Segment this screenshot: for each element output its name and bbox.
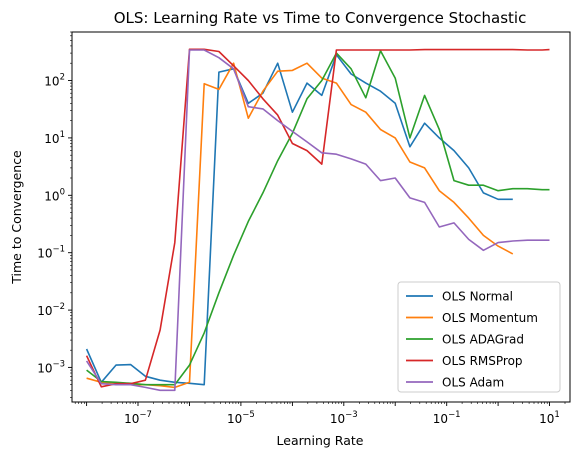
x-tick-label: 10−7: [124, 410, 152, 426]
plot-frame: [71, 31, 571, 403]
y-tick-label: 101: [44, 130, 65, 146]
plot-lines: [85, 48, 550, 392]
legend-box: [397, 281, 561, 393]
series-line-4: [85, 48, 550, 388]
legend-label: OLS Momentum: [442, 311, 538, 325]
legend: OLS Normal OLS Momentum OLS ADAGrad OLS RMS…: [397, 281, 561, 393]
series-line-3: [86, 49, 550, 386]
y-tick-label: 10−3: [37, 359, 65, 375]
x-tick-label: 10−5: [227, 410, 255, 426]
x-axis-label: Learning Rate: [277, 433, 364, 448]
legend-label: OLS Adam: [442, 376, 504, 390]
x-axis: 10−7 10−5 10−3 10−1 101: [74, 402, 566, 426]
series-line-2: [86, 62, 514, 389]
x-tick-label: 10−3: [330, 410, 358, 426]
legend-label: OLS RMSProp: [442, 354, 523, 368]
y-axis-label: Time to Convergence: [9, 150, 24, 285]
y-tick-label: 100: [44, 187, 65, 203]
y-axis: 10−3 10−2 10−1 100 101 102: [37, 31, 72, 398]
y-tick-label: 10−1: [37, 245, 65, 261]
y-tick-label: 10−2: [37, 302, 65, 318]
legend-label: OLS ADAGrad: [442, 333, 524, 347]
series-line-5: [85, 49, 550, 392]
chart-title: OLS: Learning Rate vs Time to Convergenc…: [114, 9, 527, 27]
x-tick-label: 10−1: [433, 410, 461, 426]
legend-label: OLS Normal: [442, 290, 513, 304]
x-tick-label: 101: [539, 410, 560, 426]
y-tick-label: 102: [44, 73, 65, 89]
